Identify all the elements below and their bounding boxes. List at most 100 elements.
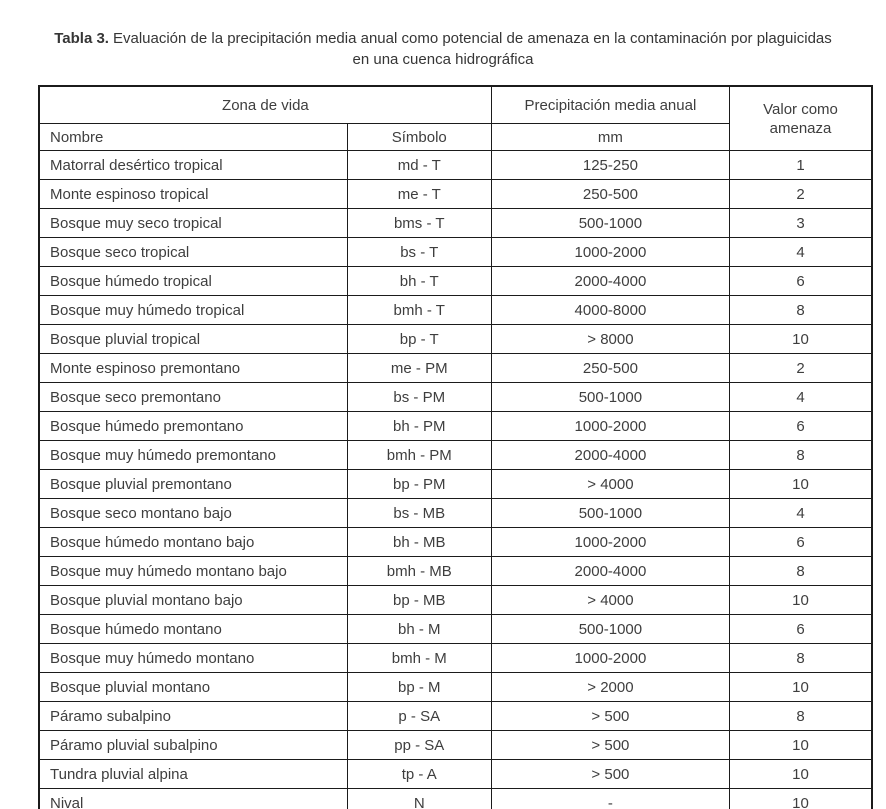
cell-simbolo: p - SA [346,701,492,731]
table-row: Bosque húmedo premontano bh - PM 1000-2000… [38,411,873,441]
cell-nombre: Bosque húmedo tropical [38,266,348,296]
table-row: Bosque seco tropical bs - T 1000-2000 4 [38,237,873,267]
cell-simbolo: bs - MB [346,498,492,528]
table-row: Bosque seco premontano bs - PM 500-1000 4 [38,382,873,412]
cell-simbolo: pp - SA [346,730,492,760]
cell-mm: 250-500 [490,353,731,383]
cell-valor: 8 [729,701,873,731]
table-row: Monte espinoso premontano me - PM 250-500 2 [38,353,873,383]
cell-nombre: Matorral desértico tropical [38,150,348,180]
cell-mm: 1000-2000 [490,643,731,673]
cell-valor: 4 [729,237,873,267]
cell-nombre: Bosque seco premontano [38,382,348,412]
cell-nombre: Bosque húmedo premontano [38,411,348,441]
table-row: Páramo pluvial subalpino pp - SA > 500 10 [38,730,873,760]
cell-valor: 8 [729,295,873,325]
cell-valor: 6 [729,266,873,296]
cell-nombre: Monte espinoso premontano [38,353,348,383]
cell-mm: 250-500 [490,179,731,209]
header-nombre: Nombre [38,123,348,151]
cell-simbolo: bs - PM [346,382,492,412]
header-valor-como-amenaza: Valor como amenaza [729,85,873,151]
cell-mm: 500-1000 [490,382,731,412]
table-row: Bosque muy húmedo montano bmh - M 1000-200… [38,643,873,673]
table-row: Bosque muy húmedo premontano bmh - PM 2000… [38,440,873,470]
cell-simbolo: tp - A [346,759,492,789]
cell-nombre: Tundra pluvial alpina [38,759,348,789]
cell-mm: 2000-4000 [490,266,731,296]
cell-simbolo: bmh - M [346,643,492,673]
cell-mm: > 500 [490,701,731,731]
table-row: Bosque seco montano bajo bs - MB 500-1000 4 [38,498,873,528]
cell-nombre: Bosque húmedo montano bajo [38,527,348,557]
cell-simbolo: bmh - PM [346,440,492,470]
cell-mm: 500-1000 [490,614,731,644]
cell-valor: 10 [729,469,873,499]
cell-nombre: Bosque húmedo montano [38,614,348,644]
cell-mm: > 8000 [490,324,731,354]
table-row: Bosque pluvial tropical bp - T > 8000 10 [38,324,873,354]
table-row: Bosque pluvial montano bp - M > 2000 10 [38,672,873,702]
header-row-sub: Nombre Símbolo mm [38,123,872,151]
cell-mm: > 2000 [490,672,731,702]
cell-simbolo: bs - T [346,237,492,267]
table-row: Bosque húmedo tropical bh - T 2000-4000 6 [38,266,873,296]
cell-nombre: Bosque pluvial tropical [38,324,348,354]
header-zona-de-vida: Zona de vida [38,85,492,124]
cell-valor: 4 [729,498,873,528]
cell-nombre: Páramo pluvial subalpino [38,730,348,760]
table-body: Matorral desértico tropical md - T 125-250… [38,150,873,809]
table-header: Zona de vida Precipitación media anual V… [38,85,873,151]
cell-valor: 4 [729,382,873,412]
cell-valor: 2 [729,179,873,209]
cell-valor: 10 [729,324,873,354]
cell-valor: 6 [729,614,873,644]
cell-mm: > 500 [490,730,731,760]
cell-mm: 1000-2000 [490,527,731,557]
cell-simbolo: me - T [346,179,492,209]
table-row: Páramo subalpino p - SA > 500 8 [38,701,873,731]
table-row: Bosque pluvial premontano bp - PM > 4000 10 [38,469,873,499]
cell-nombre: Páramo subalpino [38,701,348,731]
table-row: Bosque pluvial montano bajo bp - MB > 4000… [38,585,873,615]
cell-valor: 10 [729,730,873,760]
table-caption-label: Tabla 3. [54,30,109,47]
cell-valor: 8 [729,440,873,470]
table-caption-text: Evaluación de la precipitación media anu… [112,30,832,68]
cell-valor: 6 [729,411,873,441]
cell-valor: 8 [729,643,873,673]
cell-simbolo: bh - MB [346,527,492,557]
cell-mm: 2000-4000 [490,440,731,470]
cell-simbolo: bp - PM [346,469,492,499]
cell-valor: 6 [729,527,873,557]
cell-mm: > 500 [490,759,731,789]
cell-mm: 1000-2000 [490,411,731,441]
cell-valor: 10 [729,759,873,789]
cell-simbolo: bmh - T [346,295,492,325]
table-caption: Tabla 3. Evaluación de la precipitación m… [53,0,833,70]
cell-valor: 1 [729,150,873,180]
life-zone-table: Zona de vida Precipitación media anual V… [38,85,873,809]
cell-nombre: Bosque muy húmedo premontano [38,440,348,470]
cell-simbolo: bp - MB [346,585,492,615]
cell-mm: 2000-4000 [490,556,731,586]
table-row: Matorral desértico tropical md - T 125-250… [38,150,873,180]
cell-nombre: Bosque muy húmedo montano bajo [38,556,348,586]
cell-mm: > 4000 [490,469,731,499]
cell-valor: 8 [729,556,873,586]
cell-nombre: Nival [38,788,348,809]
cell-nombre: Bosque pluvial montano [38,672,348,702]
table-row: Monte espinoso tropical me - T 250-500 2 [38,179,873,209]
cell-valor: 2 [729,353,873,383]
cell-nombre: Bosque seco tropical [38,237,348,267]
header-simbolo: Símbolo [346,123,492,151]
cell-mm: > 4000 [490,585,731,615]
table-row: Bosque húmedo montano bajo bh - MB 1000-20… [38,527,873,557]
cell-valor: 10 [729,672,873,702]
table-row: Bosque húmedo montano bh - M 500-1000 6 [38,614,873,644]
cell-mm: 1000-2000 [490,237,731,267]
cell-simbolo: bh - M [346,614,492,644]
table-row: Bosque muy húmedo tropical bmh - T 4000-80… [38,295,873,325]
table-row: Bosque muy seco tropical bms - T 500-1000 3 [38,208,873,238]
